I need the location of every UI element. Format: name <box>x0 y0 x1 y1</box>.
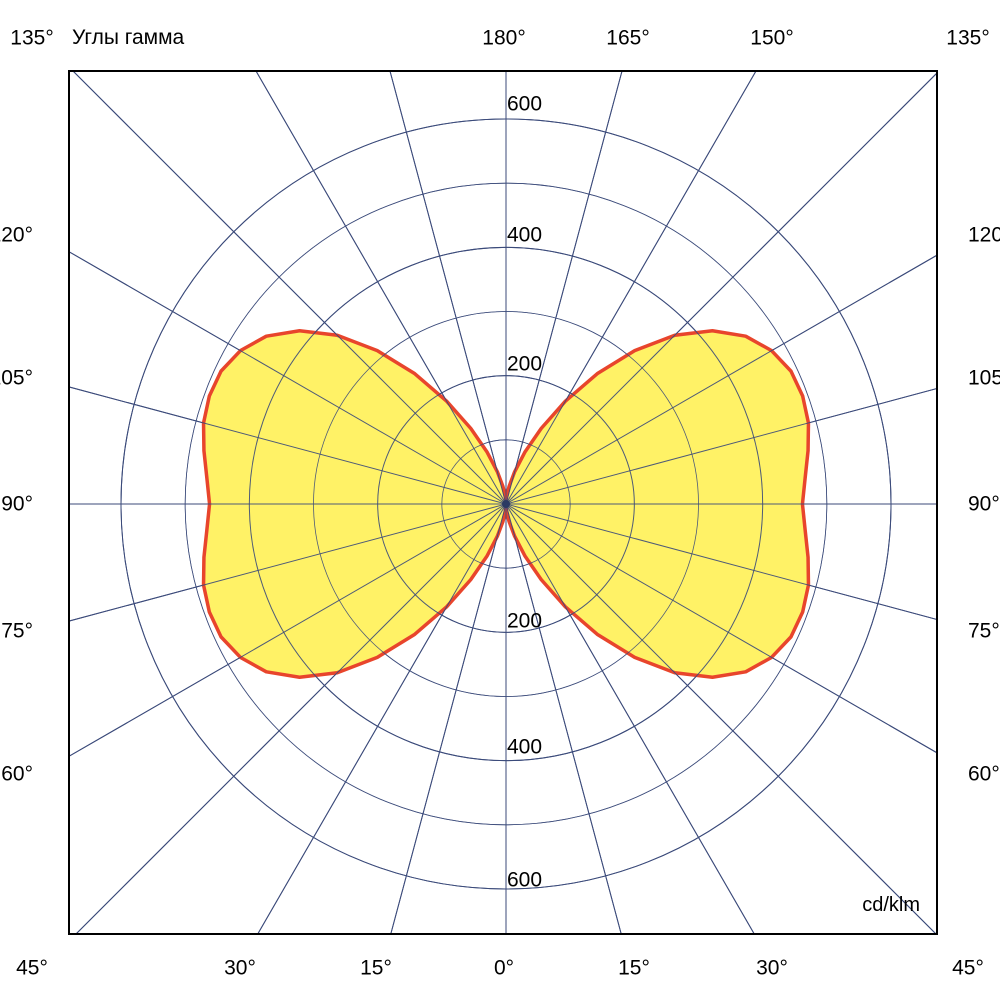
radial-tick-label: 400 <box>507 735 543 759</box>
axis-label-bottom: 45° <box>952 956 984 980</box>
axis-label-right: 105° <box>968 366 1000 390</box>
plot-frame: cd/klm <box>68 70 938 935</box>
axis-label-right: 120° <box>968 223 1000 247</box>
units-label: cd/klm <box>862 894 920 916</box>
axis-label-top: 165° <box>606 26 650 50</box>
radial-tick-label: 400 <box>507 223 543 247</box>
axis-label-top: 150° <box>750 26 794 50</box>
polar-grid-svg <box>70 72 936 933</box>
axis-label-left: 75° <box>1 619 33 643</box>
axis-label-left: 120° <box>0 223 33 247</box>
axis-label-bottom: 30° <box>224 956 256 980</box>
axis-label-top: 135° <box>10 26 54 50</box>
axis-label-bottom: 15° <box>618 956 650 980</box>
axis-label-top: 180° <box>482 26 526 50</box>
radial-tick-label: 200 <box>507 352 543 376</box>
axis-label-right: 75° <box>968 619 1000 643</box>
light-distribution-curve <box>70 72 936 933</box>
axis-label-right: 60° <box>968 762 1000 786</box>
axis-label-bottom: 45° <box>16 956 48 980</box>
axis-label-bottom: 30° <box>756 956 788 980</box>
axis-label-left: 60° <box>1 762 33 786</box>
grid-overlay-inside-curve <box>70 72 936 933</box>
radial-tick-label: 600 <box>507 92 543 116</box>
origin-dot <box>502 500 510 508</box>
axis-label-right: 90° <box>968 492 1000 516</box>
axis-label-bottom: 0° <box>493 956 515 980</box>
radial-tick-label: 600 <box>507 868 543 892</box>
axis-label-top: 135° <box>946 26 990 50</box>
radial-tick-label: 200 <box>507 609 543 633</box>
axis-label-left: 105° <box>0 366 33 390</box>
chart-title: Углы гамма <box>72 26 185 49</box>
axis-label-bottom: 15° <box>360 956 392 980</box>
axis-label-left: 90° <box>1 492 33 516</box>
